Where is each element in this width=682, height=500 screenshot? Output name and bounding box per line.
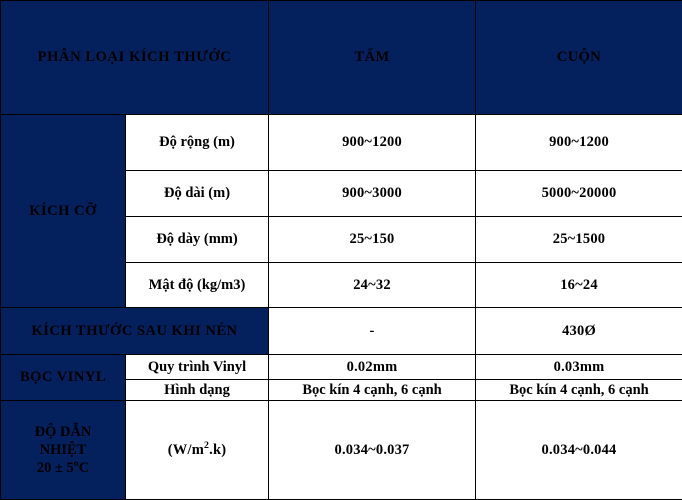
header-column-cuon: CUỘN (476, 1, 682, 115)
thermal-temp-unit: C (79, 460, 89, 476)
header-column-tam: TẤM (269, 1, 476, 115)
cell-thermal-tam: 0.034~0.037 (269, 401, 476, 500)
row-label-length: Độ dài (m) (126, 171, 269, 217)
cell-length-tam: 900~3000 (269, 171, 476, 217)
cell-width-cuon: 900~1200 (476, 115, 682, 171)
group-label-compressed-size: KÍCH THƯỚC SAU KHI NÉN (1, 308, 269, 355)
thermal-unit-suffix: .k) (209, 442, 226, 458)
cell-vinyl-shape-tam: Bọc kín 4 cạnh, 6 cạnh (269, 380, 476, 401)
row-label-thickness: Độ dày (mm) (126, 217, 269, 263)
cell-vinyl-shape-cuon: Bọc kín 4 cạnh, 6 cạnh (476, 380, 682, 401)
cell-compressed-tam: - (269, 308, 476, 355)
cell-length-cuon: 5000~20000 (476, 171, 682, 217)
thermal-label-line2: NHIỆT (5, 441, 121, 459)
table-row-vinyl-process: BỌC VINYL Quy trình Vinyl 0.02mm 0.03mm (1, 355, 682, 380)
cell-compressed-cuon: 430Ø (476, 308, 682, 355)
header-classification: PHÂN LOẠI KÍCH THƯỚC (1, 1, 269, 115)
cell-density-tam: 24~32 (269, 263, 476, 308)
group-label-thermal-conductivity: ĐỘ DẪN NHIỆT 20 ± 5oC (1, 401, 126, 500)
cell-thermal-cuon: 0.034~0.044 (476, 401, 682, 500)
row-label-width: Độ rộng (m) (126, 115, 269, 171)
cell-density-cuon: 16~24 (476, 263, 682, 308)
table-row-thermal-conductivity: ĐỘ DẪN NHIỆT 20 ± 5oC (W/m2.k) 0.034~0.0… (1, 401, 682, 500)
table-row-compressed-size: KÍCH THƯỚC SAU KHI NÉN - 430Ø (1, 308, 682, 355)
cell-thickness-tam: 25~150 (269, 217, 476, 263)
cell-thickness-cuon: 25~1500 (476, 217, 682, 263)
row-label-vinyl-shape: Hình dạng (126, 380, 269, 401)
table-header-row: PHÂN LOẠI KÍCH THƯỚC TẤM CUỘN (1, 1, 682, 115)
table-row-width: KÍCH CỠ Độ rộng (m) 900~1200 900~1200 (1, 115, 682, 171)
group-label-size: KÍCH CỠ (1, 115, 126, 308)
cell-width-tam: 900~1200 (269, 115, 476, 171)
group-label-vinyl: BỌC VINYL (1, 355, 126, 401)
cell-vinyl-process-cuon: 0.03mm (476, 355, 682, 380)
thermal-temp-value: 20 ± 5 (37, 460, 74, 476)
thermal-label-line3: 20 ± 5oC (5, 459, 121, 477)
cell-vinyl-process-tam: 0.02mm (269, 355, 476, 380)
thermal-unit-prefix: (W/m (168, 442, 204, 458)
thermal-label-line1: ĐỘ DẪN (5, 423, 121, 441)
row-label-density: Mật độ (kg/m3) (126, 263, 269, 308)
row-label-vinyl-process: Quy trình Vinyl (126, 355, 269, 380)
cell-thermal-unit: (W/m2.k) (126, 401, 269, 500)
